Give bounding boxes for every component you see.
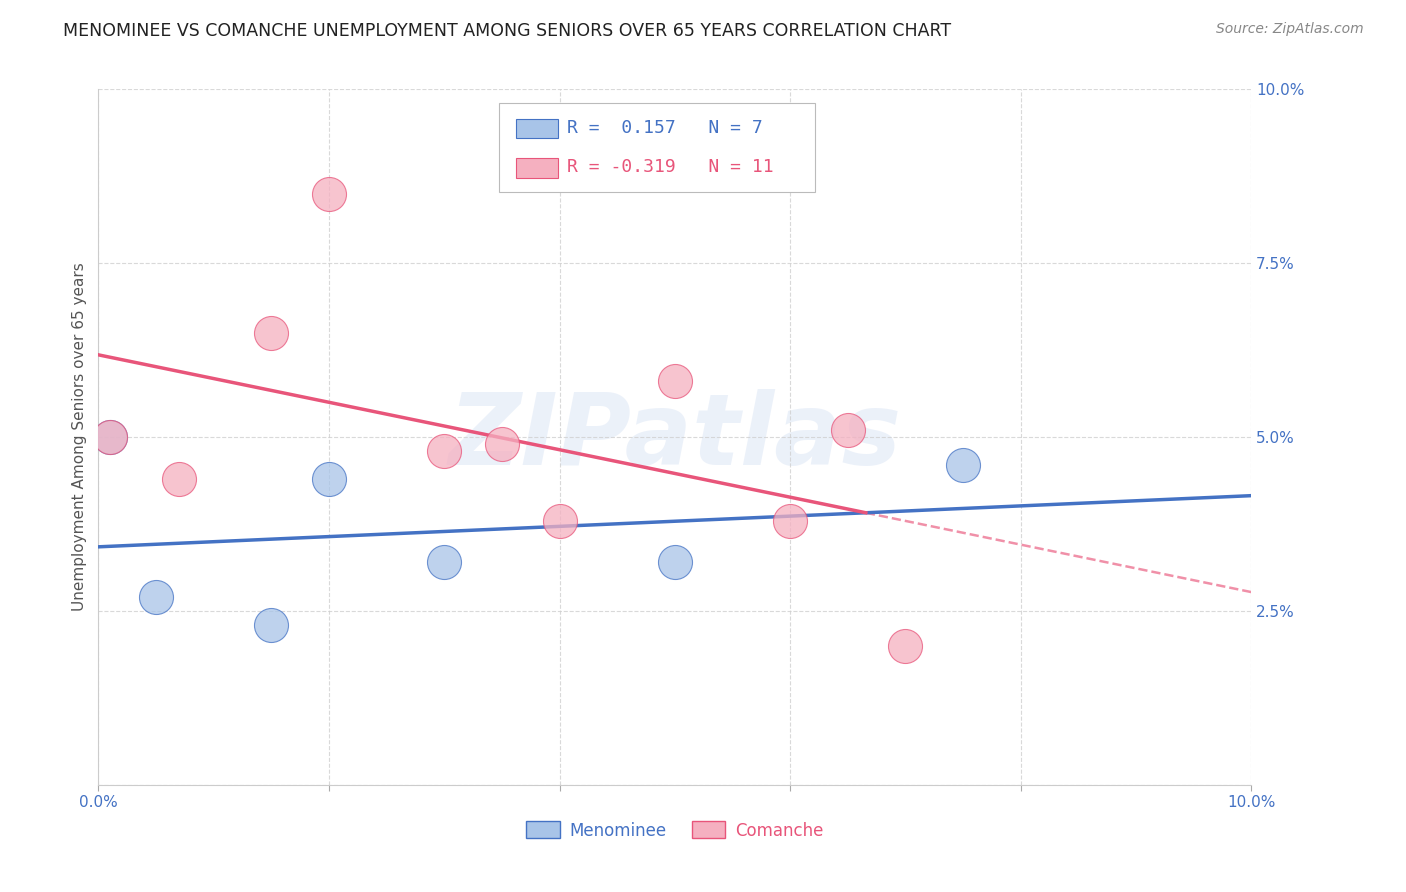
Point bbox=[779, 514, 801, 528]
Point bbox=[894, 639, 917, 653]
Text: R =  0.157   N = 7: R = 0.157 N = 7 bbox=[567, 119, 762, 136]
Point bbox=[548, 514, 571, 528]
Legend: Menominee, Comanche: Menominee, Comanche bbox=[520, 814, 830, 847]
Point bbox=[491, 437, 513, 451]
Point bbox=[260, 326, 283, 340]
Point bbox=[145, 590, 167, 604]
Point bbox=[98, 430, 121, 444]
Point bbox=[98, 430, 121, 444]
Point bbox=[318, 186, 340, 201]
Point bbox=[167, 472, 190, 486]
Point bbox=[433, 444, 456, 458]
Text: R = -0.319   N = 11: R = -0.319 N = 11 bbox=[567, 158, 773, 176]
Point bbox=[952, 458, 974, 472]
Point bbox=[260, 618, 283, 632]
Point bbox=[837, 423, 859, 437]
Text: ZIPatlas: ZIPatlas bbox=[449, 389, 901, 485]
Text: MENOMINEE VS COMANCHE UNEMPLOYMENT AMONG SENIORS OVER 65 YEARS CORRELATION CHART: MENOMINEE VS COMANCHE UNEMPLOYMENT AMONG… bbox=[63, 22, 952, 40]
Point bbox=[664, 375, 686, 389]
Y-axis label: Unemployment Among Seniors over 65 years: Unemployment Among Seniors over 65 years bbox=[72, 263, 87, 611]
Text: Source: ZipAtlas.com: Source: ZipAtlas.com bbox=[1216, 22, 1364, 37]
Point bbox=[318, 472, 340, 486]
Point bbox=[433, 555, 456, 569]
Point bbox=[664, 555, 686, 569]
